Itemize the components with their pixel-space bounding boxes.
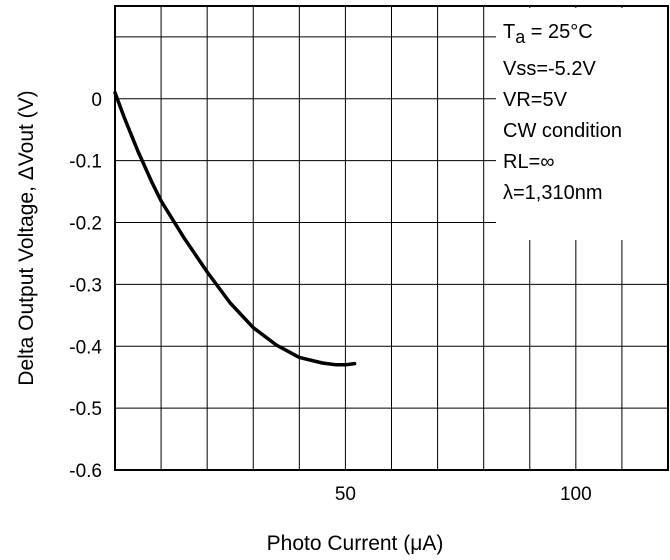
condition-line: CW condition xyxy=(503,120,622,142)
x-tick-label: 50 xyxy=(335,484,356,505)
condition-lines: Vss=-5.2V VR=5V CW condition RL=∞ λ=1,310nm xyxy=(503,58,622,204)
series-line-1 xyxy=(113,90,357,367)
series-layer xyxy=(113,90,357,367)
condition-ta-symbol: T xyxy=(503,21,515,43)
condition-line: VR=5V xyxy=(503,89,568,111)
conditions-box-background xyxy=(496,8,667,240)
y-tick-label: -0.3 xyxy=(69,275,102,296)
y-tick-label: -0.5 xyxy=(69,399,102,420)
condition-line: Vss=-5.2V xyxy=(503,58,596,80)
y-tick-label: -0.6 xyxy=(69,461,102,482)
y-tick-label: -0.4 xyxy=(69,337,102,358)
x-axis-label: Photo Current (μA) xyxy=(267,532,444,555)
y-axis-label: Delta Output Voltage, ΔVout (V) xyxy=(15,90,38,385)
y-tick-label: 0 xyxy=(91,90,102,111)
y-tick-label: -0.2 xyxy=(69,214,102,235)
condition-ta-value: = 25°C xyxy=(525,21,592,43)
plot-frame xyxy=(114,5,669,471)
condition-line: λ=1,310nm xyxy=(503,182,603,204)
condition-ta: Ta = 25°C xyxy=(503,21,593,47)
conditions-annotation: Ta = 25°C Vss=-5.2V VR=5V CW condition RL=∞… xyxy=(503,21,622,204)
condition-ta-subscript: a xyxy=(515,27,526,47)
y-tick-labels: 0 -0.1 -0.2 -0.3 -0.4 -0.5 -0.6 xyxy=(69,90,102,482)
x-tick-labels: 50 100 xyxy=(335,484,592,505)
x-tick-label: 100 xyxy=(560,484,592,505)
y-tick-label: -0.1 xyxy=(69,152,102,173)
condition-line: RL=∞ xyxy=(503,151,555,173)
